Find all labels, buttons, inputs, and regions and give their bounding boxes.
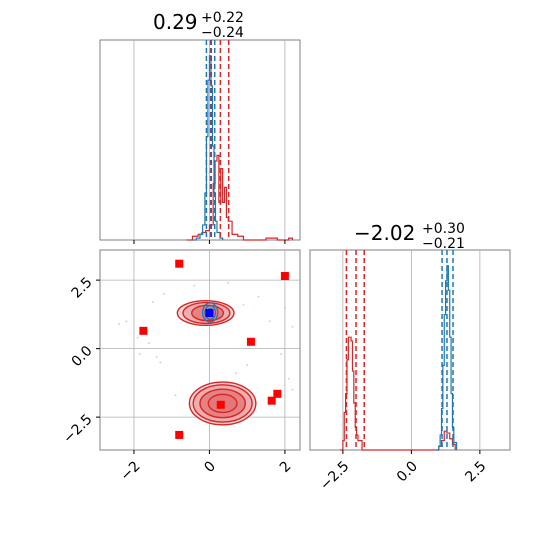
joint-red-contour-0-2 [190, 304, 225, 322]
joint-scatter-point-21 [193, 284, 196, 287]
joint-x-tick-label-2: 2 [277, 458, 295, 476]
param2-gridlines [342, 250, 481, 450]
joint-red-contour-1-1 [192, 384, 253, 423]
param2-hist-frame [309, 249, 511, 451]
joint-scatter-point-1 [125, 320, 128, 323]
joint-x-tick-label-0: −2 [118, 458, 144, 484]
param1-hist-frame [99, 39, 301, 241]
joint-scatter-point-3 [148, 342, 151, 345]
param1-blue-histogram [192, 55, 224, 241]
joint-red-square-marker-1 [280, 272, 289, 281]
joint-scatter-point-10 [268, 320, 271, 323]
param1-title-minus: −0.24 [201, 25, 244, 41]
joint-scatter-panel: −2 0 2 2.5 0.0 −2.5 [60, 249, 301, 484]
joint-red-square-marker-4 [273, 389, 282, 398]
joint-scatter-point-7 [163, 292, 166, 295]
param2-histogram-panel: −2.5 0.0 2.5 −2.02 +0.30 −0.21 [309, 221, 511, 494]
param2-title-minus: −0.21 [422, 236, 465, 252]
param1-title-plus: +0.22 [201, 10, 244, 26]
joint-scatter-point-19 [246, 364, 249, 367]
joint-red-contours [176, 299, 257, 426]
joint-y-tick-labels: 2.5 0.0 −2.5 [60, 274, 95, 446]
joint-red-contour-0-1 [182, 301, 231, 325]
param2-blue-histogram [436, 265, 458, 451]
param2-tick-marks [342, 450, 481, 454]
param1-histogram-panel: 0.29 +0.22 −0.24 [99, 10, 301, 244]
joint-red-square-marker-6 [175, 430, 184, 439]
joint-scatter-point-2 [136, 336, 139, 339]
joint-scatter-points [117, 281, 294, 397]
joint-y-tick-label-2: −2.5 [60, 411, 95, 446]
joint-scatter-point-20 [227, 281, 230, 284]
joint-y-tick-label-0: 2.5 [69, 274, 96, 301]
joint-scatter-point-6 [138, 353, 141, 356]
joint-content [117, 259, 294, 439]
joint-red-square-marker-7 [216, 400, 225, 409]
joint-red-contour-1-0 [188, 381, 257, 426]
joint-scatter-point-8 [242, 303, 245, 306]
joint-scatter-point-12 [291, 325, 294, 328]
joint-red-contour-1-2 [199, 388, 246, 419]
joint-scatter-point-0 [117, 322, 120, 325]
joint-scatter-point-11 [283, 306, 286, 309]
param2-title-value: −2.02 [354, 221, 415, 245]
joint-scatter-point-9 [257, 295, 260, 298]
joint-scatter-point-15 [287, 377, 290, 380]
joint-blue-contour-0 [201, 302, 219, 323]
param1-red-histogram [186, 154, 294, 241]
joint-scatter-point-16 [234, 372, 237, 375]
joint-scatter-point-4 [151, 301, 154, 304]
param1-hist-series [186, 55, 294, 241]
joint-scatter-point-13 [280, 353, 283, 356]
joint-y-tick-label-1: 0.0 [69, 343, 96, 370]
joint-x-tick-label-1: 0 [201, 458, 219, 476]
param2-quantile-lines [345, 250, 454, 450]
param1-tick-marks [133, 240, 286, 244]
param1-quantile-lines [205, 40, 230, 240]
joint-scatter-point-18 [159, 361, 162, 364]
joint-markers [139, 259, 289, 439]
joint-red-square-marker-5 [267, 396, 276, 405]
joint-red-square-marker-3 [246, 337, 255, 346]
joint-red-contour-0-0 [176, 299, 235, 327]
joint-red-contour-1-3 [207, 393, 238, 414]
joint-scatter-point-14 [291, 388, 294, 391]
param2-x-tick-label-0: −2.5 [317, 458, 352, 493]
param1-title-value: 0.29 [153, 10, 198, 34]
joint-blue-contour-1 [204, 304, 217, 320]
joint-red-square-marker-0 [175, 259, 184, 268]
param2-x-tick-label-2: 2.5 [462, 458, 489, 485]
joint-scatter-point-17 [174, 394, 177, 397]
joint-scatter-point-5 [155, 355, 158, 358]
param2-x-tick-labels: −2.5 0.0 2.5 [317, 458, 489, 493]
joint-tick-marks [96, 279, 286, 454]
joint-x-tick-labels: −2 0 2 [118, 458, 295, 484]
joint-blue-square-marker [205, 309, 214, 318]
param2-title-plus: +0.30 [422, 221, 465, 237]
param2-x-tick-label-1: 0.0 [394, 458, 421, 485]
joint-red-square-marker-2 [139, 326, 148, 335]
